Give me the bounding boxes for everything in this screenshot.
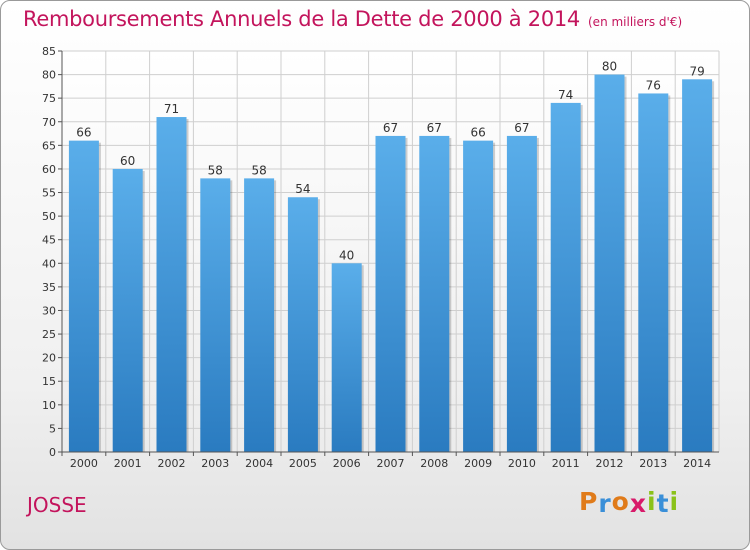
y-tick-label: 50 [42, 210, 56, 223]
y-tick-label: 80 [42, 69, 56, 82]
bar-value-label: 66 [76, 126, 91, 140]
y-tick-label: 25 [42, 328, 56, 341]
x-tick-label: 2013 [639, 457, 667, 470]
bar-value-label: 79 [689, 64, 704, 78]
x-tick-label: 2008 [420, 457, 448, 470]
y-tick-label: 45 [42, 234, 56, 247]
bar-value-label: 54 [295, 182, 310, 196]
y-tick-label: 60 [42, 163, 56, 176]
bar [68, 140, 99, 452]
bar-value-label: 67 [383, 121, 398, 135]
bar-value-label: 66 [470, 126, 485, 140]
bar [112, 168, 143, 453]
commune-name: JOSSE [27, 493, 87, 517]
bar-value-label: 67 [514, 121, 529, 135]
x-tick-label: 2001 [114, 457, 142, 470]
logo-letter: i [669, 487, 680, 516]
bar [594, 74, 625, 453]
x-tick-label: 2004 [245, 457, 273, 470]
bar [331, 263, 362, 452]
y-tick-label: 75 [42, 92, 56, 105]
x-tick-label: 2011 [552, 457, 580, 470]
x-tick-label: 2007 [377, 457, 405, 470]
x-tick-label: 2012 [596, 457, 624, 470]
logo-letter: o [611, 487, 630, 516]
bar [156, 117, 187, 452]
y-tick-label: 85 [42, 45, 56, 58]
bar-value-label: 76 [646, 78, 661, 92]
bar-value-label: 71 [164, 102, 179, 116]
y-tick-label: 35 [42, 281, 56, 294]
x-tick-label: 2014 [683, 457, 711, 470]
bar-value-label: 74 [558, 88, 573, 102]
y-tick-label: 15 [42, 375, 56, 388]
bar [463, 140, 494, 452]
x-tick-label: 2006 [333, 457, 361, 470]
chart-unit-note: (en milliers d'€) [588, 15, 683, 29]
logo-letter: r [598, 489, 612, 518]
y-tick-label: 40 [42, 257, 56, 270]
bar-value-label: 58 [208, 163, 223, 177]
bar [550, 102, 581, 453]
proxiti-logo: Proxiti [579, 487, 680, 518]
logo-letter: t [656, 489, 670, 518]
y-tick-label: 10 [42, 399, 56, 412]
bar [419, 135, 450, 452]
bar [375, 135, 406, 452]
y-tick-label: 70 [42, 116, 56, 129]
y-tick-label: 55 [42, 187, 56, 200]
logo-letter: P [579, 487, 599, 516]
bar-value-label: 40 [339, 248, 354, 262]
x-tick-label: 2003 [201, 457, 229, 470]
x-tick-label: 2000 [70, 457, 98, 470]
x-tick-label: 2010 [508, 457, 536, 470]
x-tick-label: 2005 [289, 457, 317, 470]
bar [638, 93, 669, 452]
bar [682, 79, 713, 453]
bar [506, 135, 537, 452]
y-tick-label: 20 [42, 352, 56, 365]
chart-title-text: Remboursements Annuels de la Dette de 20… [23, 7, 580, 31]
y-tick-label: 0 [49, 446, 56, 459]
bar [287, 197, 318, 452]
bar-value-label: 60 [120, 154, 135, 168]
logo-letter: i [647, 487, 657, 516]
bar [200, 178, 231, 452]
bar-value-label: 80 [602, 60, 617, 74]
bar [244, 178, 275, 452]
bar-value-label: 67 [427, 121, 442, 135]
logo-letter: x [629, 489, 647, 518]
y-tick-label: 5 [49, 422, 56, 435]
bar-value-label: 58 [251, 163, 266, 177]
y-tick-label: 65 [42, 139, 56, 152]
x-tick-label: 2009 [464, 457, 492, 470]
y-tick-label: 30 [42, 304, 56, 317]
x-tick-label: 2002 [158, 457, 186, 470]
chart-title: Remboursements Annuels de la Dette de 20… [23, 7, 682, 31]
